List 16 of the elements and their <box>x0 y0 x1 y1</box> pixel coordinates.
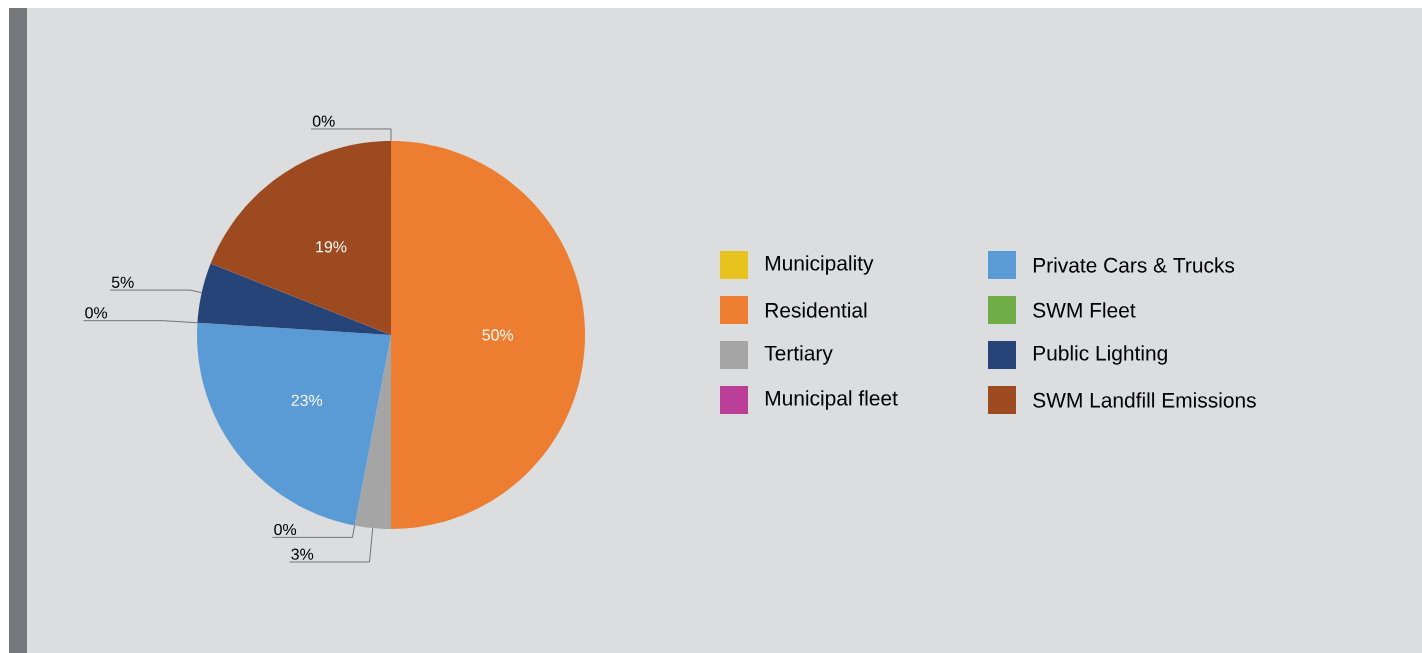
data-label: 5% <box>111 276 134 288</box>
legend-label: Residential <box>765 302 867 318</box>
legend-label: Public Lighting <box>1033 345 1167 365</box>
data-label: 50% <box>482 329 514 341</box>
legend-label: Tertiary <box>764 345 833 365</box>
legend-label: SWM Fleet <box>1033 302 1136 318</box>
legend-label: Private Cars & Trucks <box>1033 257 1235 273</box>
legend-label: Municipal fleet <box>765 390 898 410</box>
text: 0% <box>85 307 108 319</box>
data-label: 23% <box>291 394 323 407</box>
legend-label: SWM Landfill Emissions <box>1033 392 1256 408</box>
text: 0% <box>312 115 335 127</box>
legend-label: Municipality <box>765 255 874 275</box>
text: 0% <box>274 523 297 536</box>
data-label: 19% <box>316 241 347 253</box>
data-label: 3% <box>291 548 314 560</box>
